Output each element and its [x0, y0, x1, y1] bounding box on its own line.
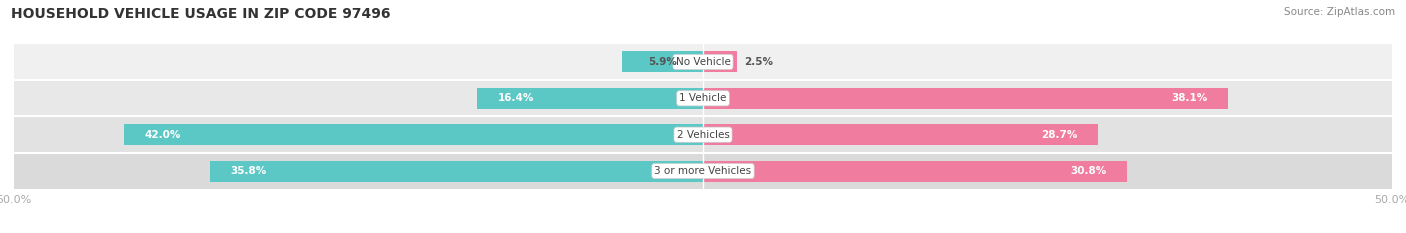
Text: HOUSEHOLD VEHICLE USAGE IN ZIP CODE 97496: HOUSEHOLD VEHICLE USAGE IN ZIP CODE 9749…	[11, 7, 391, 21]
Bar	[14, 44, 1392, 80]
Text: Source: ZipAtlas.com: Source: ZipAtlas.com	[1284, 7, 1395, 17]
Bar	[124, 124, 703, 145]
Text: 42.0%: 42.0%	[145, 130, 181, 140]
Text: 28.7%: 28.7%	[1042, 130, 1078, 140]
Text: 5.9%: 5.9%	[648, 57, 676, 67]
Text: 1 Vehicle: 1 Vehicle	[679, 93, 727, 103]
Bar	[703, 88, 1227, 109]
Bar	[14, 116, 1392, 153]
Text: 2.5%: 2.5%	[744, 57, 773, 67]
Text: 30.8%: 30.8%	[1070, 166, 1107, 176]
Text: 38.1%: 38.1%	[1171, 93, 1208, 103]
Bar	[14, 80, 1392, 116]
Bar	[703, 161, 1128, 182]
Text: No Vehicle: No Vehicle	[675, 57, 731, 67]
Bar	[477, 88, 703, 109]
Bar	[209, 161, 703, 182]
Bar	[14, 153, 1392, 189]
Text: 3 or more Vehicles: 3 or more Vehicles	[654, 166, 752, 176]
Bar	[703, 51, 738, 72]
Text: 2 Vehicles: 2 Vehicles	[676, 130, 730, 140]
Bar	[621, 51, 703, 72]
Bar	[703, 124, 1098, 145]
Text: 16.4%: 16.4%	[498, 93, 534, 103]
Text: 35.8%: 35.8%	[231, 166, 267, 176]
